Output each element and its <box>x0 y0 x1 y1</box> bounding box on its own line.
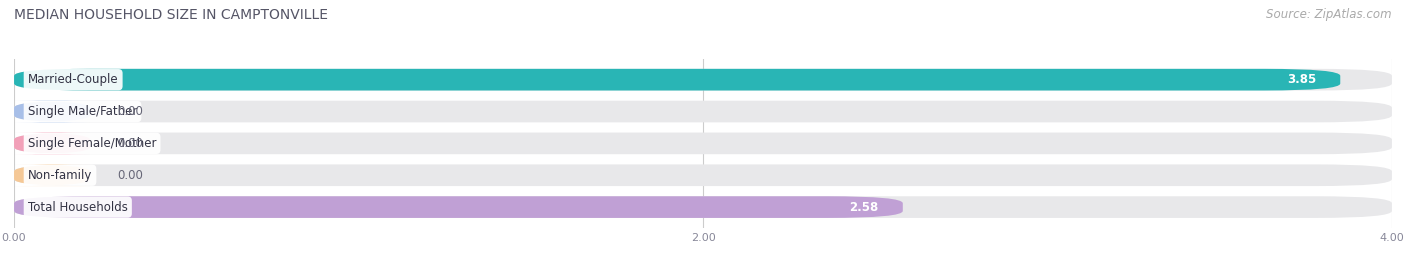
Text: Single Male/Father: Single Male/Father <box>28 105 138 118</box>
Text: MEDIAN HOUSEHOLD SIZE IN CAMPTONVILLE: MEDIAN HOUSEHOLD SIZE IN CAMPTONVILLE <box>14 8 328 22</box>
Text: 0.00: 0.00 <box>118 105 143 118</box>
FancyBboxPatch shape <box>14 101 1392 122</box>
Text: 0.00: 0.00 <box>118 137 143 150</box>
Text: 2.58: 2.58 <box>849 200 879 214</box>
Text: 0.00: 0.00 <box>118 169 143 182</box>
FancyBboxPatch shape <box>14 164 1392 186</box>
FancyBboxPatch shape <box>14 69 1392 91</box>
FancyBboxPatch shape <box>14 69 1340 91</box>
Text: Married-Couple: Married-Couple <box>28 73 118 86</box>
Text: Non-family: Non-family <box>28 169 93 182</box>
Text: Source: ZipAtlas.com: Source: ZipAtlas.com <box>1267 8 1392 21</box>
FancyBboxPatch shape <box>14 196 903 218</box>
FancyBboxPatch shape <box>14 101 90 122</box>
Text: Total Households: Total Households <box>28 200 128 214</box>
Text: 3.85: 3.85 <box>1286 73 1316 86</box>
FancyBboxPatch shape <box>14 164 90 186</box>
FancyBboxPatch shape <box>14 196 1392 218</box>
FancyBboxPatch shape <box>14 133 90 154</box>
FancyBboxPatch shape <box>14 133 1392 154</box>
Text: Single Female/Mother: Single Female/Mother <box>28 137 156 150</box>
